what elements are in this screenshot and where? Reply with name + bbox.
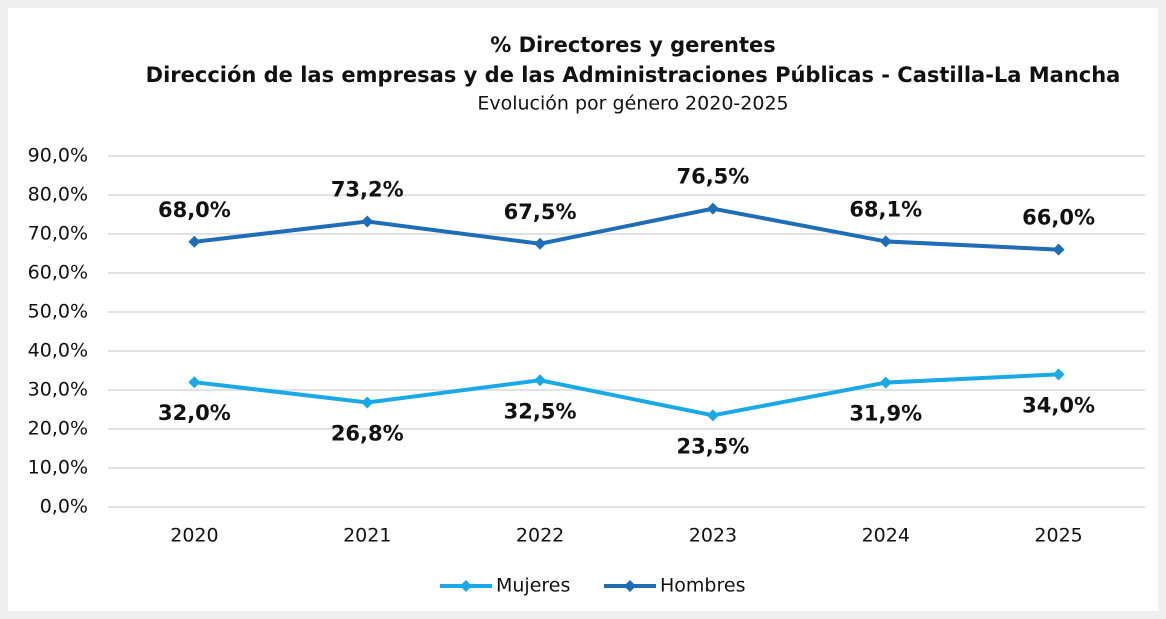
point [534,237,547,250]
x-tick-label: 2024 [862,525,910,547]
y-tick-label: 50,0% [28,301,88,323]
value-label: 73,2% [331,178,404,202]
value-label: 32,5% [504,399,577,423]
legend-marker [624,580,636,592]
x-tick-label: 2020 [170,525,218,547]
legend-marker [460,580,472,592]
point [188,376,201,389]
y-tick-label: 20,0% [28,418,88,440]
legend-label: Mujeres [496,575,570,597]
x-tick-label: 2025 [1034,525,1082,547]
value-label: 68,1% [849,197,922,221]
point [1052,368,1065,381]
y-tick-label: 0,0% [40,496,88,518]
chart-subtitle: Dirección de las empresas y de las Admin… [146,63,1121,87]
value-label: 68,0% [158,198,231,222]
value-label: 23,5% [676,434,749,458]
point [361,215,374,228]
y-tick-label: 90,0% [28,145,88,167]
value-label: 76,5% [676,165,749,189]
x-tick-label: 2023 [689,525,737,547]
x-tick-label: 2022 [516,525,564,547]
x-tick-label: 2021 [343,525,391,547]
y-tick-label: 40,0% [28,340,88,362]
chart-annotation: Evolución por género 2020-2025 [477,93,788,115]
point [879,376,892,389]
y-tick-label: 60,0% [28,262,88,284]
y-tick-label: 30,0% [28,379,88,401]
chart-title: % Directores y gerentes [490,33,776,57]
point [706,409,719,422]
point [879,235,892,248]
y-tick-label: 70,0% [28,223,88,245]
value-label: 32,0% [158,401,231,425]
legend-label: Hombres [660,575,745,597]
y-tick-label: 10,0% [28,457,88,479]
point [706,202,719,215]
value-label: 67,5% [504,200,577,224]
point [1052,243,1065,256]
point [188,235,201,248]
value-label: 26,8% [331,421,404,445]
value-label: 31,9% [849,402,922,426]
chart-background [8,8,1158,611]
line [194,206,1059,252]
point [534,374,547,387]
value-label: 66,0% [1022,206,1095,230]
y-tick-label: 80,0% [28,184,88,206]
line [194,372,1059,418]
value-label: 34,0% [1022,393,1095,417]
point [361,396,374,409]
